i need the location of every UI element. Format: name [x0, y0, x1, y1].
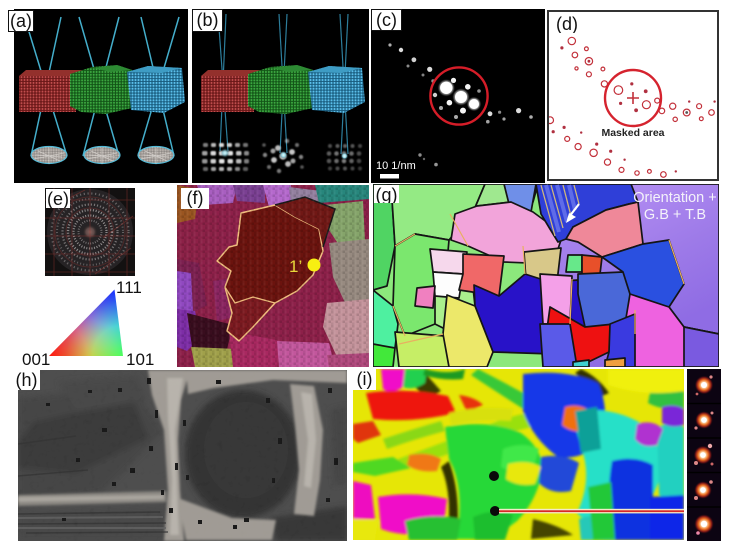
svg-text:001: 001	[22, 350, 50, 368]
svg-text:Masked area: Masked area	[601, 127, 664, 139]
svg-text:Orientation +: Orientation +	[633, 190, 716, 206]
svg-text:G.B + T.B: G.B + T.B	[644, 207, 706, 223]
svg-text:101: 101	[126, 350, 154, 368]
svg-text:1’: 1’	[289, 257, 302, 276]
svg-text:111: 111	[116, 278, 142, 297]
svg-text:10 1/nm: 10 1/nm	[376, 160, 416, 172]
